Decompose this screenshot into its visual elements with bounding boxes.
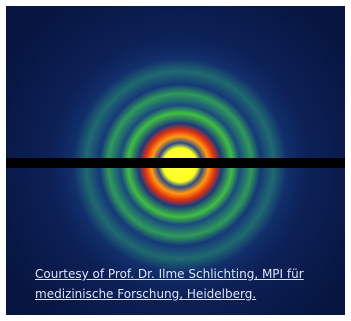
caption: Courtesy of Prof. Dr. Ilme Schlichting, … bbox=[35, 264, 335, 304]
figure: Courtesy of Prof. Dr. Ilme Schlichting, … bbox=[0, 0, 351, 321]
beam-stop bbox=[6, 158, 345, 168]
caption-link[interactable]: Courtesy of Prof. Dr. Ilme Schlichting, … bbox=[35, 264, 335, 284]
caption-link[interactable]: medizinische Forschung, Heidelberg. bbox=[35, 284, 335, 304]
